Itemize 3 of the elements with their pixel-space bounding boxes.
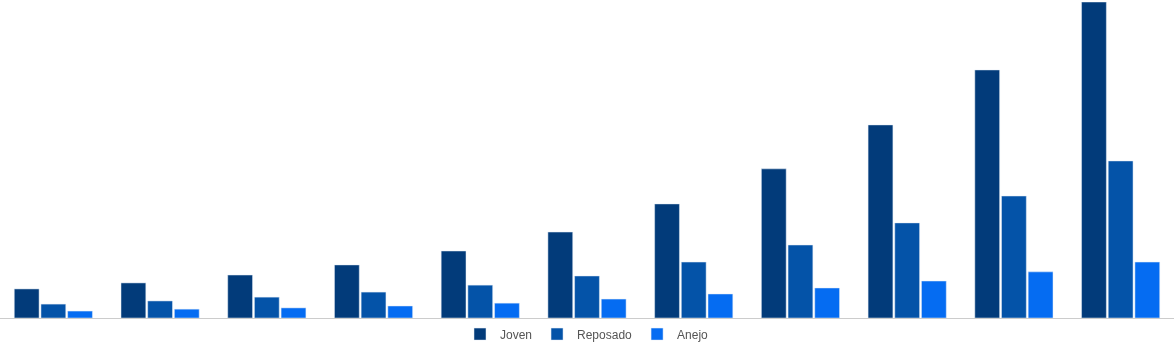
legend-label: Reposado xyxy=(577,327,633,342)
legend-label: Anejo xyxy=(677,327,709,342)
legend-label: Joven xyxy=(500,327,533,342)
